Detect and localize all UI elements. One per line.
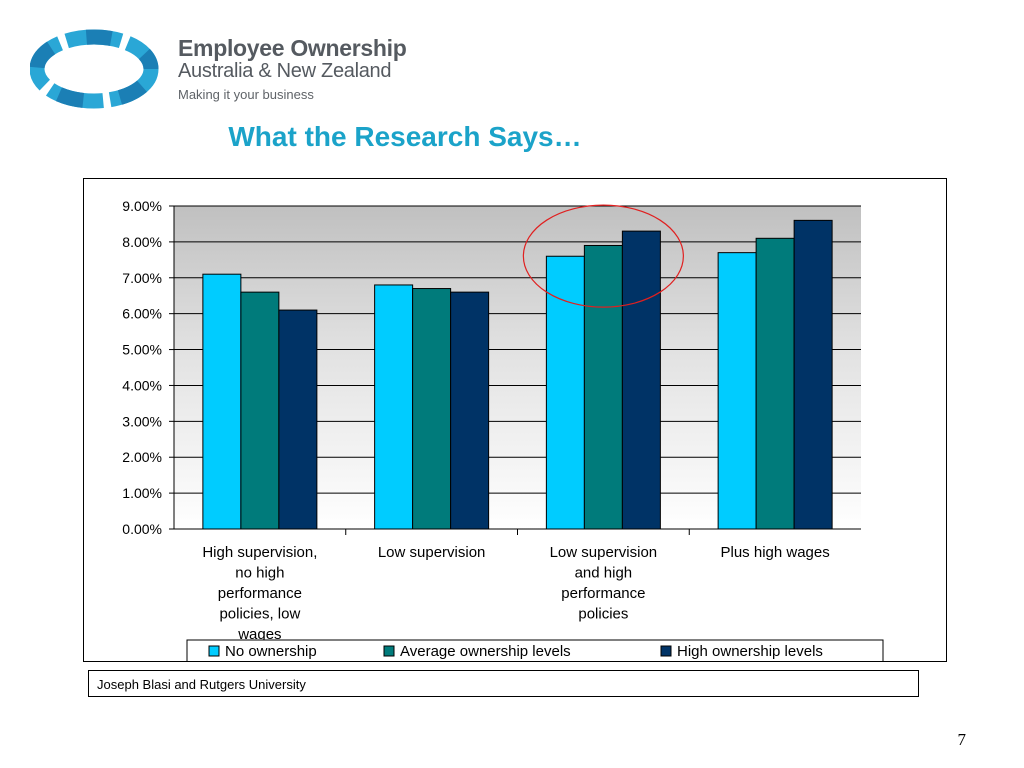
brand-title: Employee Ownership xyxy=(178,35,407,61)
bar-no-ownership xyxy=(202,273,242,530)
x-category-label: and high xyxy=(575,565,633,582)
bar-average-ownership xyxy=(240,291,280,530)
bar-high-ownership xyxy=(450,291,490,530)
legend-box xyxy=(186,639,884,661)
x-category-label: Low supervision xyxy=(550,544,658,561)
x-category-label: wages xyxy=(237,626,281,643)
x-category-label: no high xyxy=(235,565,284,582)
bar-no-ownership xyxy=(717,252,757,530)
legend-label: No ownership xyxy=(225,643,317,660)
brand-block: Employee Ownership Australia & New Zeala… xyxy=(178,36,407,102)
company-logo xyxy=(29,28,162,110)
y-tick-label: 7.00% xyxy=(122,270,162,286)
brand-tagline: Making it your business xyxy=(178,87,314,102)
legend-swatch xyxy=(208,645,220,657)
x-category-label: High supervision, xyxy=(202,544,317,561)
bar-average-ownership xyxy=(583,244,623,530)
bar-high-ownership xyxy=(621,230,661,530)
legend-label: High ownership levels xyxy=(677,643,823,660)
slide-number: 7 xyxy=(957,730,967,749)
bar-high-ownership xyxy=(793,219,833,530)
x-category-label: policies, low xyxy=(219,606,300,623)
y-tick-label: 8.00% xyxy=(122,234,162,250)
y-tick-label: 4.00% xyxy=(122,377,162,393)
legend-swatch xyxy=(660,645,672,657)
y-tick-label: 1.00% xyxy=(122,485,162,501)
y-tick-label: 0.00% xyxy=(122,521,162,537)
y-tick-label: 2.00% xyxy=(122,449,162,465)
x-category-label: performance xyxy=(218,585,302,602)
legend-swatch xyxy=(383,645,395,657)
bar-chart: 0.00% 1.00% 2.00% 3.00% 4.00% 5.00% 6.00% 7.00%… xyxy=(83,178,947,662)
y-tick-label: 9.00% xyxy=(122,198,162,214)
chart-canvas: 0.00% 1.00% 2.00% 3.00% 4.00% 5.00% 6.00% 7.00%… xyxy=(122,198,884,661)
x-category-label: policies xyxy=(578,606,628,623)
x-category-label: Plus high wages xyxy=(721,544,830,561)
x-category-label: Low supervision xyxy=(378,544,486,561)
bar-average-ownership xyxy=(755,237,795,530)
y-tick-label: 6.00% xyxy=(122,306,162,322)
bar-no-ownership xyxy=(545,255,585,530)
bar-high-ownership xyxy=(278,309,318,530)
legend-label: Average ownership levels xyxy=(400,643,571,660)
y-tick-label: 5.00% xyxy=(122,342,162,358)
bar-average-ownership xyxy=(412,288,452,530)
page-title: What the Research Says… xyxy=(228,121,582,152)
y-tick-label: 3.00% xyxy=(122,413,162,429)
bar-no-ownership xyxy=(374,284,414,530)
source-note-box: Joseph Blasi and Rutgers University xyxy=(88,670,919,697)
x-category-label: performance xyxy=(561,585,645,602)
highlight-circle xyxy=(522,204,684,308)
source-note: Joseph Blasi and Rutgers University xyxy=(97,677,306,692)
brand-subtitle: Australia & New Zealand xyxy=(178,60,392,82)
